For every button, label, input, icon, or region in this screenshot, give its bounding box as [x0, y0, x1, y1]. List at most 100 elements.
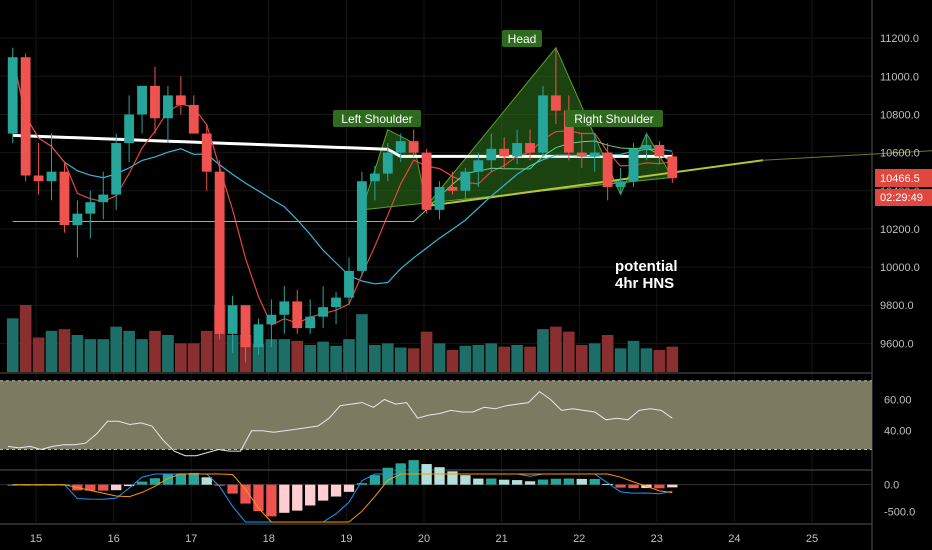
volume-bar	[653, 350, 666, 372]
macd-hist-bar	[98, 484, 109, 491]
macd-hist-bar	[499, 479, 510, 485]
macd-hist-bar	[434, 467, 445, 485]
volume-bar	[563, 331, 575, 372]
last-price-value: 10466.5	[880, 173, 920, 185]
candlesticks	[7, 47, 678, 363]
volume-bar	[537, 329, 549, 372]
volume-bar	[459, 345, 472, 372]
volume-bar	[666, 346, 679, 372]
candle-body	[214, 171, 225, 334]
candle-body	[46, 171, 57, 182]
price-tick-label: 10200.0	[880, 224, 920, 236]
ma-green-line	[12, 140, 673, 222]
macd-hist-bar	[214, 484, 225, 486]
volume-bar	[97, 339, 110, 372]
date-tick-label: 16	[107, 533, 119, 545]
candle-body	[615, 181, 626, 187]
candle-body	[602, 152, 613, 187]
rsi-tick-label: 60.00	[884, 394, 912, 406]
countdown-tag: 02:29:49	[875, 189, 932, 206]
macd-hist-bar	[408, 460, 419, 485]
price-tick-label: 11200.0	[880, 33, 919, 45]
volume-bar	[19, 305, 32, 372]
macd-hist-bar	[537, 479, 549, 485]
candle-body	[72, 213, 83, 226]
macd-hist-bar	[240, 484, 251, 504]
volume-bar	[278, 339, 291, 372]
volume-bar	[446, 350, 459, 372]
last-price-tag: 10466.5	[875, 169, 932, 187]
rsi-band	[0, 380, 872, 450]
candle-body	[473, 160, 484, 172]
macd-hist-bar	[123, 484, 135, 487]
candle-body	[33, 175, 44, 182]
volume-bar	[175, 343, 187, 372]
date-tick-label: 25	[806, 533, 818, 545]
volume-bar	[71, 335, 84, 372]
macd-hist-bar	[473, 478, 484, 485]
candle-body	[266, 314, 277, 325]
macd-hist-bar	[602, 483, 613, 485]
macd-hist-bar	[111, 484, 122, 491]
right-shoulder-label: Right Shoulder	[565, 110, 663, 127]
macd-hist-bar	[511, 480, 523, 485]
macd-hist-bar	[175, 473, 187, 485]
volume-bar	[265, 339, 278, 372]
macd-hist-bar	[85, 484, 96, 491]
rsi-tick-label: 40.00	[884, 426, 912, 438]
moving-averages	[12, 57, 673, 326]
date-tick-label: 21	[495, 533, 507, 545]
volume-bar	[226, 335, 239, 372]
candle-body	[447, 186, 458, 191]
candle-body	[421, 152, 432, 210]
volume-bar	[45, 330, 58, 372]
neckline-extension	[762, 150, 932, 161]
macd-panel	[0, 460, 872, 523]
candle-body	[188, 104, 199, 134]
candle-body	[111, 143, 122, 195]
candle-body	[175, 95, 186, 105]
note-line-1: potential	[615, 258, 678, 275]
head-label-text: Head	[508, 32, 537, 46]
candle-body	[408, 141, 419, 153]
left-shoulder-label: Left Shoulder	[333, 110, 421, 127]
candle-body	[382, 152, 393, 174]
candle-body	[201, 133, 212, 172]
macd-hist-bar	[576, 478, 587, 485]
candle-body	[7, 57, 18, 134]
macd-hist-bar	[266, 484, 277, 517]
candle-body	[305, 316, 316, 329]
candle-body	[525, 143, 535, 153]
volume-bar	[575, 345, 588, 372]
head-label: Head	[502, 30, 542, 47]
candle-body	[667, 156, 678, 179]
volume-bar	[485, 343, 498, 372]
price-tick-label: 10800.0	[880, 109, 920, 121]
price-tick-label: 10000.0	[880, 262, 920, 274]
candle-body	[357, 181, 367, 271]
volume-bar	[84, 339, 97, 372]
price-tick-label: 10600.0	[880, 148, 920, 160]
volume-bar	[330, 345, 342, 372]
ma-cyan-line	[12, 57, 673, 285]
volume-bar	[291, 340, 304, 372]
macd-hist-bar	[654, 484, 665, 489]
price-tick-label: 11000.0	[880, 71, 919, 83]
volume-bar	[433, 343, 446, 372]
volume-bar	[601, 335, 614, 372]
date-tick-label: 19	[340, 533, 352, 545]
date-tick-label: 24	[728, 533, 740, 545]
macd-tick-label: 0.0	[884, 480, 899, 492]
date-tick-label: 15	[30, 533, 42, 545]
macd-hist-bar	[201, 477, 212, 485]
volume-bar	[381, 343, 394, 372]
date-tick-label: 18	[263, 533, 275, 545]
candle-body	[150, 85, 160, 119]
volume-bar	[369, 345, 381, 372]
volume-bar	[627, 340, 640, 372]
candle-body	[538, 95, 548, 153]
volume-bar	[511, 345, 523, 372]
volume-bar	[356, 314, 368, 372]
volume-bar	[136, 339, 148, 372]
